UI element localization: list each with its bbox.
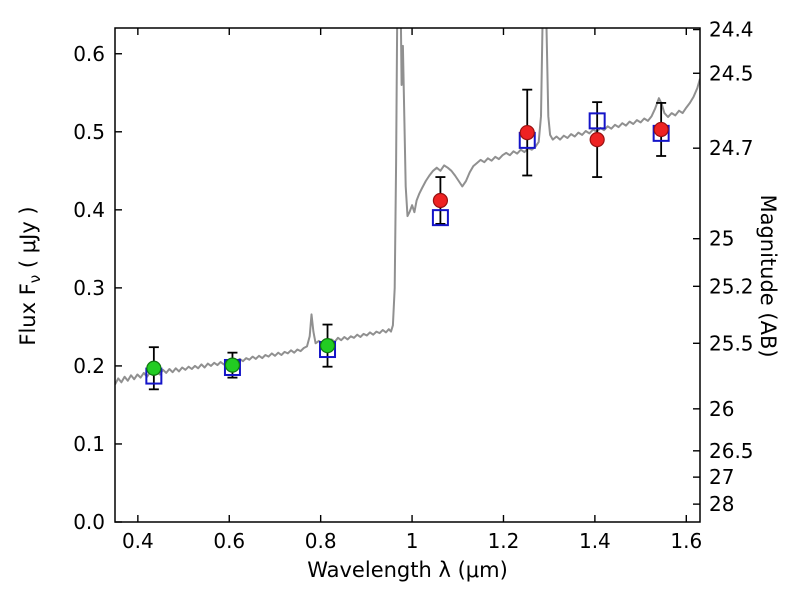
y-tick-label-left: 0.2 — [73, 354, 105, 378]
model-photometry-square — [588, 112, 606, 130]
y-axis-label-flux-suffix: ( μJy ) — [15, 206, 40, 275]
spectrum-line — [115, 28, 700, 386]
y-tick-label-left: 0.1 — [73, 432, 105, 456]
x-tick-label: 1 — [406, 529, 419, 553]
y-tick-label-left: 0.6 — [73, 42, 105, 66]
y-tick-label-left: 0.0 — [73, 510, 105, 534]
x-tick-label: 0.4 — [122, 529, 154, 553]
y-tick-label-right: 25.2 — [709, 274, 754, 298]
x-axis-label: Wavelength λ (μm) — [307, 558, 508, 582]
y-tick-label-right: 26.5 — [709, 439, 754, 463]
y-tick-label-right: 24.5 — [709, 61, 754, 85]
y-tick-label-right: 24.7 — [709, 136, 754, 160]
observed-photometry-optical-point — [319, 338, 336, 354]
y-axis-label-flux: Flux Fν ( μJy ) — [16, 206, 44, 345]
y-tick-label-right: 28 — [709, 492, 734, 516]
x-tick-label: 1.2 — [488, 529, 520, 553]
y-tick-label-right: 25 — [709, 227, 734, 251]
observed-photometry-optical-point — [146, 360, 162, 376]
y-tick-label-left: 0.5 — [73, 120, 105, 144]
y-tick-label-left: 0.3 — [73, 276, 105, 300]
x-tick-label: 1.4 — [579, 529, 611, 553]
y-tick-label-left: 0.4 — [73, 198, 105, 222]
y-tick-label-right: 24.4 — [709, 18, 754, 42]
observed-photometry-nir-point — [589, 131, 605, 148]
y-tick-label-right: 26 — [709, 397, 734, 421]
y-tick-label-right: 27 — [709, 465, 734, 489]
observed-photometry-nir-point — [519, 124, 535, 141]
y-axis-label-magnitude: Magnitude (AB) — [756, 194, 780, 358]
observed-photometry-optical-point — [224, 357, 241, 373]
y-tick-label-right: 25.5 — [709, 331, 754, 355]
x-tick-label: 0.8 — [305, 529, 337, 553]
model-photometry-square — [431, 209, 449, 227]
observed-photometry-nir-point — [653, 121, 669, 138]
y-axis-label-flux-prefix: Flux F — [15, 283, 40, 346]
observed-photometry-nir-point — [432, 192, 449, 209]
x-tick-label: 1.6 — [670, 529, 702, 553]
y-axis-label-flux-subscript: ν — [26, 274, 45, 284]
x-tick-label: 0.6 — [213, 529, 245, 553]
axes-frame — [114, 27, 701, 523]
